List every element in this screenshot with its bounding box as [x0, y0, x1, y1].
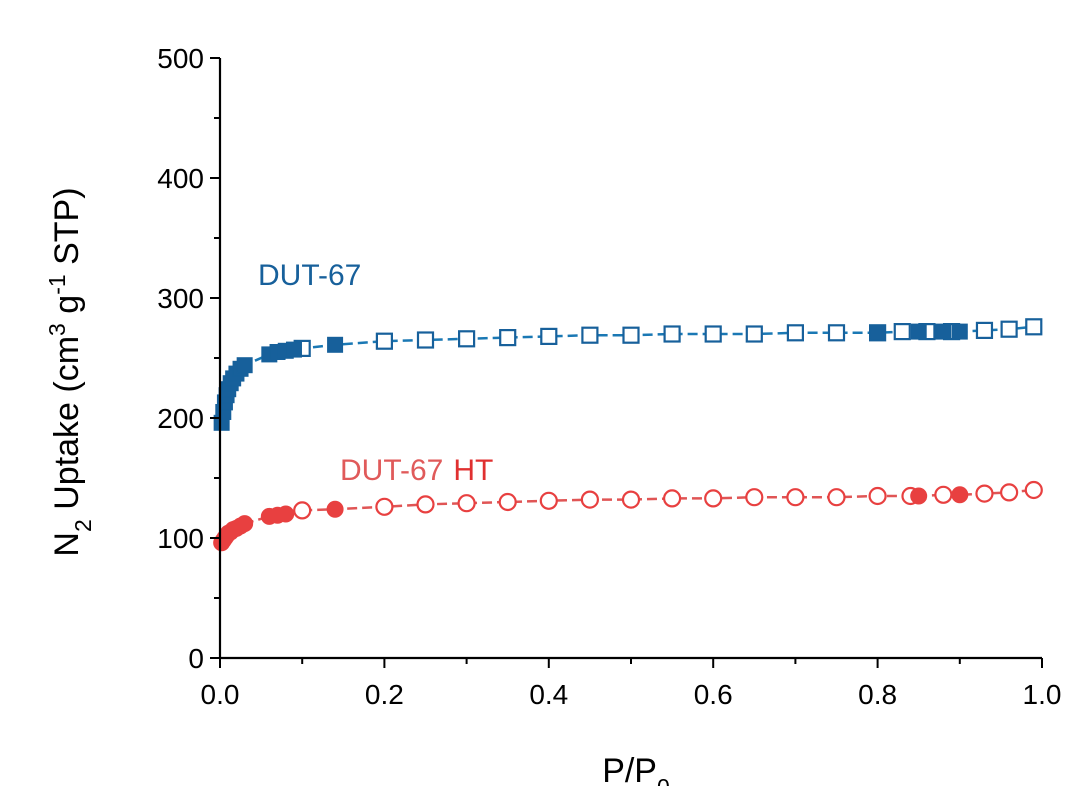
desorption-point-dut67	[375, 332, 393, 350]
desorption-point-dut67-ht	[1000, 483, 1019, 502]
y-tick-label: 300	[157, 283, 204, 314]
desorption-point-dut67	[975, 321, 994, 339]
adsorption-point-dut67	[951, 323, 968, 340]
desorption-point-dut67-ht	[1024, 480, 1043, 500]
adsorption-point-dut67-ht	[326, 500, 344, 518]
desorption-point-dut67	[786, 324, 805, 342]
desorption-point-dut67-ht	[745, 488, 764, 507]
desorption-point-dut67-ht	[293, 501, 312, 520]
x-tick-label: 1.0	[1023, 679, 1062, 710]
desorption-point-dut67	[458, 330, 476, 348]
desorption-point-dut67	[499, 329, 517, 347]
desorption-point-dut67-ht	[704, 489, 723, 508]
desorption-point-dut67-ht	[975, 484, 994, 503]
desorption-point-dut67-ht	[827, 488, 846, 507]
adsorption-point-dut67-ht	[951, 486, 969, 504]
desorption-point-dut67-ht	[498, 492, 517, 512]
desorption-point-dut67-ht	[539, 491, 558, 510]
desorption-point-dut67-ht	[580, 490, 600, 509]
series-layer	[213, 318, 1043, 552]
desorption-point-dut67	[1025, 318, 1043, 336]
y-axis-title-part1: N	[48, 532, 86, 557]
adsorption-point-dut67-ht	[910, 487, 928, 505]
series-label-dut67-ht-part2: HT	[453, 454, 493, 487]
y-axis-title-part2: Uptake (cm	[48, 336, 86, 519]
x-tick-label: 0.8	[858, 679, 897, 710]
x-axis-title: P/P0	[602, 752, 670, 786]
x-tick-label: 0.4	[529, 679, 568, 710]
x-tick-label: 0.2	[365, 679, 404, 710]
desorption-point-dut67-ht	[868, 486, 887, 506]
x-axis-title-base: P/P	[602, 752, 657, 786]
y-tick-label: 400	[157, 163, 204, 194]
desorption-point-dut67	[663, 325, 681, 343]
adsorption-point-dut67	[236, 357, 253, 374]
desorption-point-dut67-ht	[375, 497, 394, 516]
adsorption-point-dut67	[935, 323, 952, 340]
adsorption-point-dut67	[327, 336, 344, 353]
series-label-dut67-ht-part1: DUT-67	[340, 454, 443, 487]
y-axis-title: N2 Uptake (cm3 g-1 STP)	[44, 187, 96, 556]
series-label-dut67-ht: DUT-67 HT	[340, 454, 493, 487]
desorption-point-dut67	[893, 323, 911, 341]
y-axis-title-part4: STP)	[48, 187, 86, 274]
y-axis-title-sup2: -1	[44, 274, 70, 294]
desorption-point-dut67	[581, 326, 599, 344]
desorption-point-dut67	[622, 326, 640, 344]
desorption-point-dut67	[416, 331, 435, 349]
y-axis-title-part3: g	[48, 295, 86, 323]
series-label-dut67: DUT-67	[258, 259, 361, 292]
desorption-point-dut67	[745, 325, 763, 343]
desorption-point-dut67-ht	[457, 494, 476, 513]
y-axis-title-sub: 2	[70, 519, 96, 532]
desorption-point-dut67	[704, 325, 722, 343]
adsorption-point-dut67-ht	[277, 505, 295, 523]
adsorption-point-dut67	[910, 323, 927, 340]
adsorption-point-dut67-ht	[236, 515, 254, 533]
adsorption-point-dut67	[869, 324, 886, 341]
desorption-point-dut67-ht	[934, 485, 953, 504]
y-tick-label: 200	[157, 403, 204, 434]
desorption-point-dut67	[827, 324, 846, 342]
y-tick-label: 0	[188, 643, 204, 674]
x-tick-label: 0.6	[694, 679, 733, 710]
x-tick-label: 0.0	[201, 679, 240, 710]
y-tick-label: 500	[157, 43, 204, 74]
desorption-point-dut67-ht	[621, 490, 641, 509]
desorption-point-dut67	[540, 327, 558, 345]
adsorption-point-dut67	[285, 341, 302, 358]
desorption-point-dut67	[1000, 320, 1018, 338]
axis-layer: 0 100 200 300 400 500 0.0 0.2 0.4 0.6 0.8 1.0	[157, 43, 1061, 710]
y-tick-label: 100	[157, 523, 204, 554]
y-axis-title-sup1: 3	[44, 323, 70, 336]
desorption-point-dut67-ht	[662, 489, 682, 508]
desorption-point-dut67-ht	[786, 488, 805, 507]
desorption-point-dut67-ht	[416, 495, 435, 514]
x-axis-title-sub: 0	[657, 774, 670, 786]
